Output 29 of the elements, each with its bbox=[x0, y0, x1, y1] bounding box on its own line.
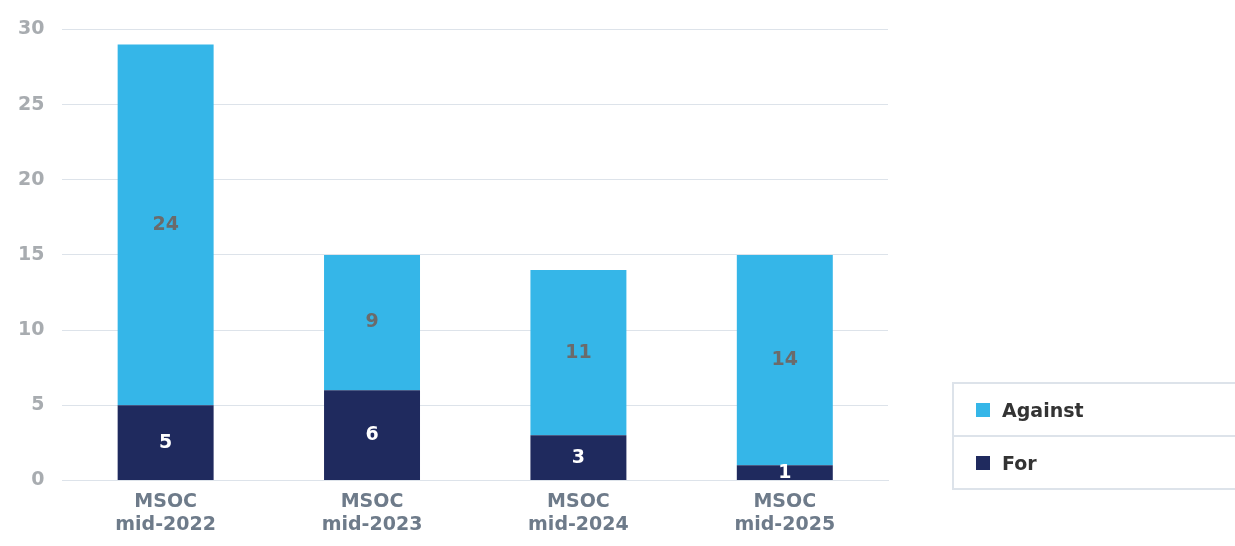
data-label: 1 bbox=[778, 459, 792, 482]
y-tick-label: 25 bbox=[17, 91, 45, 114]
y-tick-label: 30 bbox=[17, 16, 45, 39]
bar bbox=[736, 465, 833, 480]
y-tick-label: 15 bbox=[17, 241, 45, 264]
y-tick-label: 20 bbox=[17, 166, 45, 189]
y-tick-label: 5 bbox=[31, 392, 45, 415]
x-tick-label: MSOC mid-2024 bbox=[528, 488, 629, 534]
x-tick-label: MSOC mid-2025 bbox=[734, 488, 836, 534]
y-tick-label: 10 bbox=[17, 317, 45, 339]
x-tick-label: MSOC mid-2022 bbox=[115, 488, 216, 534]
legend-label: Against bbox=[1002, 398, 1084, 421]
bar bbox=[530, 269, 627, 436]
x-tick-label: MSOC mid-2023 bbox=[321, 488, 423, 534]
data-label: 5 bbox=[159, 429, 173, 452]
bar bbox=[530, 435, 627, 480]
data-label: 11 bbox=[565, 339, 592, 362]
data-label: 3 bbox=[571, 444, 586, 467]
bar bbox=[324, 390, 421, 480]
y-tick-label: 0 bbox=[31, 467, 45, 490]
bar bbox=[324, 254, 421, 391]
bar bbox=[117, 44, 214, 406]
data-label: 14 bbox=[771, 347, 799, 370]
legend-label: For bbox=[1002, 451, 1037, 474]
data-label: 9 bbox=[365, 309, 379, 332]
bar bbox=[117, 405, 214, 480]
bar bbox=[736, 254, 833, 466]
data-label: 6 bbox=[365, 421, 379, 444]
data-label: 24 bbox=[152, 211, 179, 234]
